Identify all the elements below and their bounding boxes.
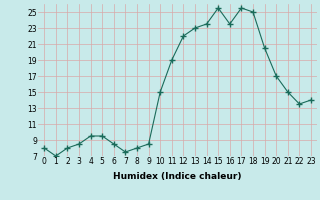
X-axis label: Humidex (Indice chaleur): Humidex (Indice chaleur) bbox=[113, 172, 242, 181]
